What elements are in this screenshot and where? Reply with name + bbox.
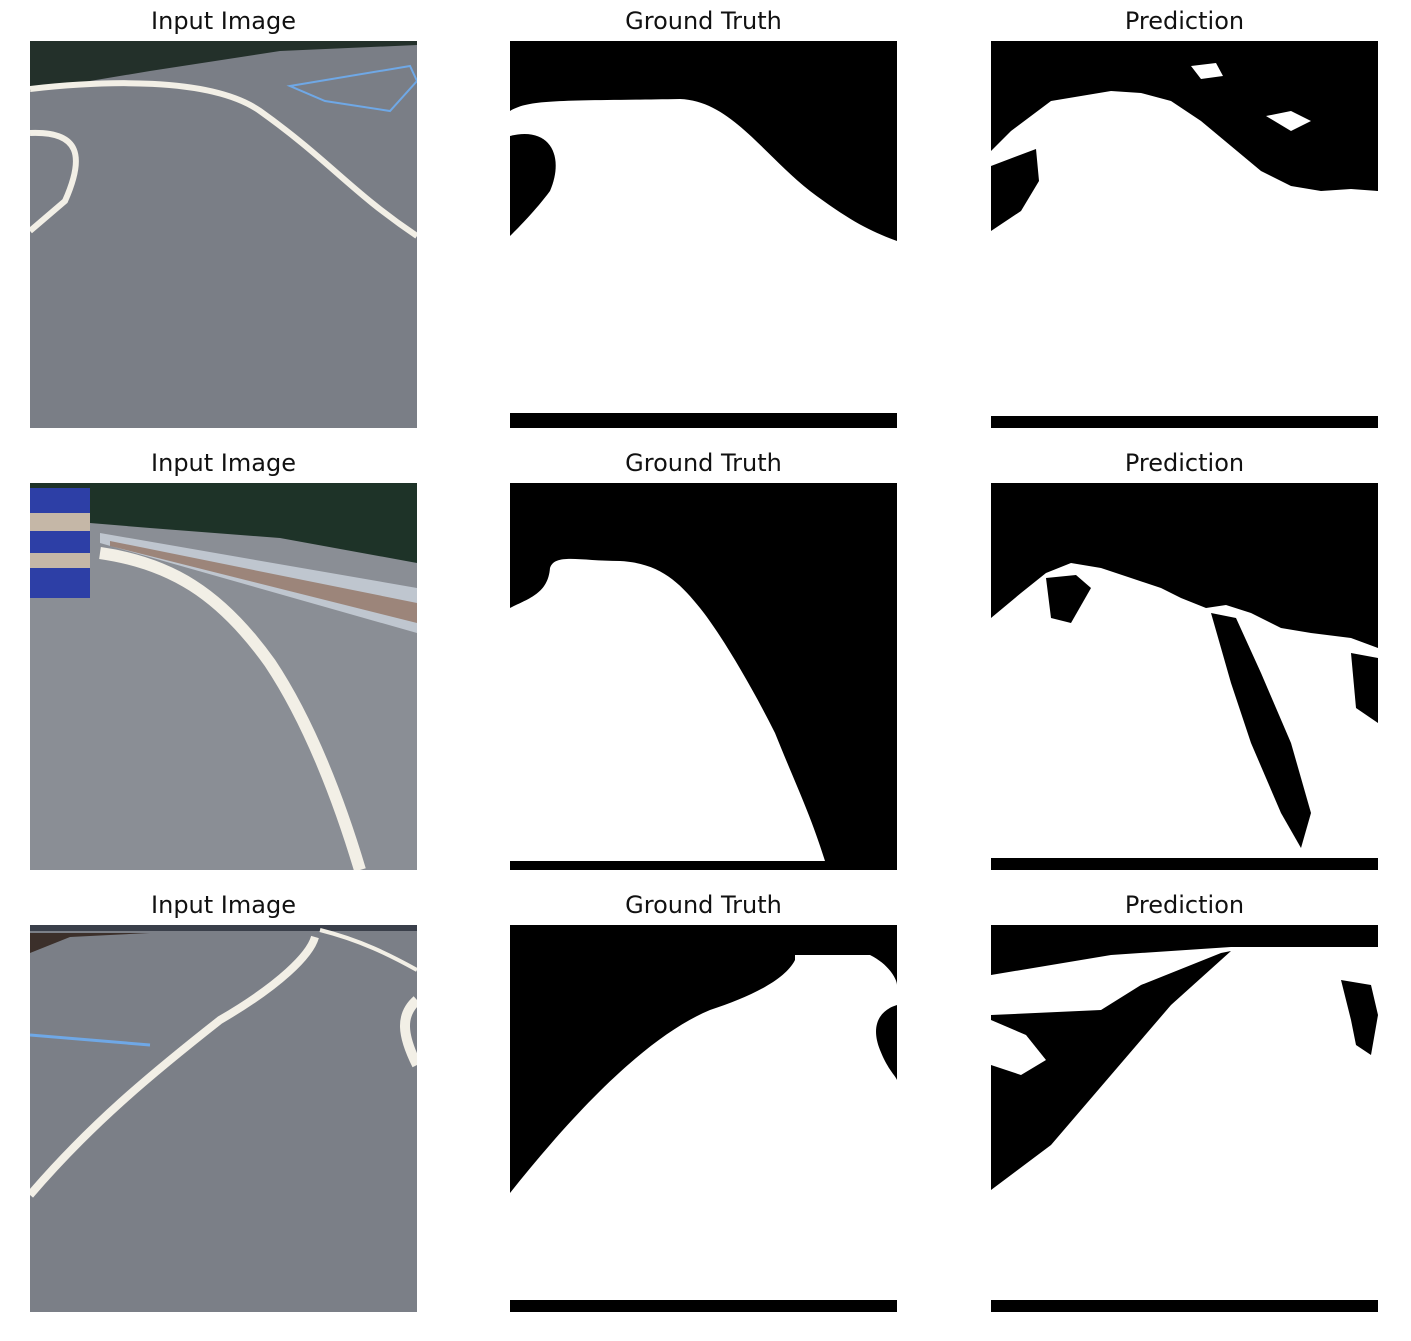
- row2-input-title: Input Image: [151, 449, 296, 477]
- row1-input-image: [30, 41, 417, 428]
- row2-prediction-mask: [991, 483, 1378, 870]
- row2-input-image: [30, 483, 417, 870]
- row3-ground-truth-mask: [510, 925, 897, 1312]
- row3-prediction-mask: [991, 925, 1378, 1312]
- row1-gt-title: Ground Truth: [625, 7, 782, 35]
- row1-prediction-title: Prediction: [1124, 7, 1245, 35]
- row2-ground-truth-mask: [510, 483, 897, 870]
- row3-prediction-title: Prediction: [1124, 891, 1245, 919]
- row1-input-title: Input Image: [151, 7, 296, 35]
- row2-gt-title: Ground Truth: [625, 449, 782, 477]
- row2-prediction-title: Prediction: [1124, 449, 1245, 477]
- row1-ground-truth-mask: [510, 41, 897, 428]
- row1-prediction-mask: [991, 41, 1378, 428]
- row3-input-title: Input Image: [151, 891, 296, 919]
- row3-gt-title: Ground Truth: [625, 891, 782, 919]
- row3-input-image: [30, 925, 417, 1312]
